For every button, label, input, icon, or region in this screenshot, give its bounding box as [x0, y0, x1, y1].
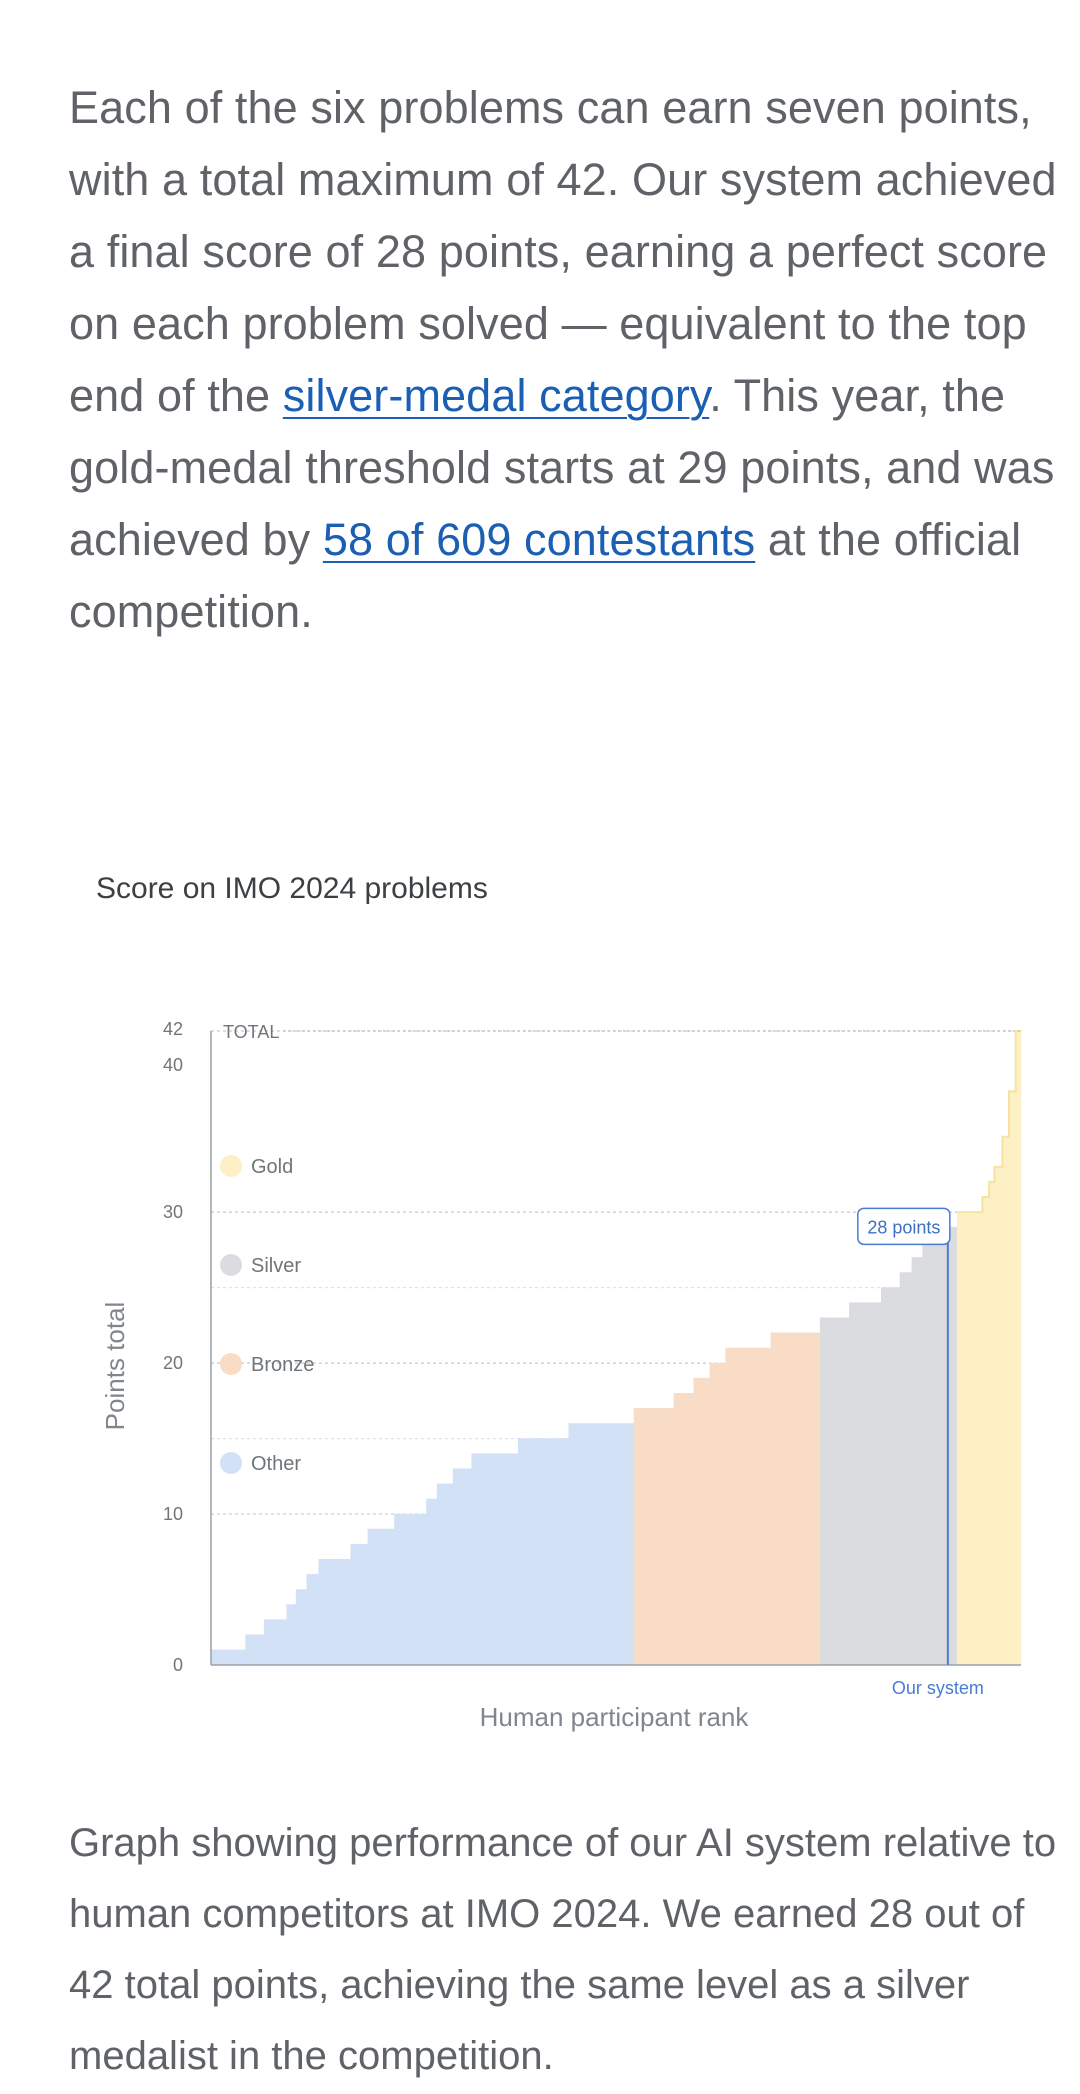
- silver-medal-category-link[interactable]: silver-medal category: [282, 370, 710, 421]
- y-tick-label: 20: [163, 1353, 183, 1373]
- total-label: TOTAL: [223, 1022, 279, 1042]
- y-tick-label: 42: [163, 1019, 183, 1039]
- y-tick-label: 40: [163, 1055, 183, 1075]
- chart-caption: Graph showing performance of our AI syst…: [69, 1821, 1057, 2078]
- series-other-area: [210, 1423, 635, 1666]
- series-silver-area: [819, 1226, 958, 1666]
- score-callout-label: 28 points: [867, 1217, 940, 1237]
- score-callout-box: [857, 1207, 951, 1246]
- legend-label-silver: Silver: [251, 1255, 301, 1277]
- intro-text-3: at the official competition.: [69, 514, 1022, 637]
- gold-edge-line: [957, 1030, 1021, 1214]
- series-gold-area: [956, 1030, 1022, 1666]
- y-tick-label: 0: [173, 1655, 183, 1675]
- y-tick-label: 30: [163, 1202, 183, 1222]
- y-tick-label: 10: [163, 1504, 183, 1524]
- intro-paragraph: Each of the six problems can earn seven …: [69, 72, 1059, 648]
- legend-label-gold: Gold: [251, 1156, 293, 1178]
- legend-swatch-gold: [220, 1155, 242, 1177]
- contestants-link[interactable]: 58 of 609 contestants: [322, 514, 756, 565]
- legend-label-bronze: Bronze: [251, 1354, 314, 1376]
- intro-text-2: . This year, the gold-medal threshold st…: [69, 370, 1055, 565]
- legend-swatch-other: [220, 1452, 242, 1474]
- score-chart: TOTAL 0 10 20 30 40 42 Points total Human partic…: [100, 1019, 1022, 1732]
- our-system-label: Our system: [892, 1678, 984, 1698]
- series-bronze-area: [633, 1332, 821, 1666]
- intro-text-1: Each of the six problems can earn seven …: [69, 82, 1057, 421]
- legend-swatch-bronze: [220, 1353, 242, 1375]
- legend-swatch-silver: [220, 1254, 242, 1276]
- chart-title: Score on IMO 2024 problems: [96, 872, 488, 905]
- x-axis-label: Human participant rank: [480, 1702, 750, 1732]
- y-axis-label: Points total: [100, 1302, 130, 1431]
- legend-label-other: Other: [251, 1453, 301, 1475]
